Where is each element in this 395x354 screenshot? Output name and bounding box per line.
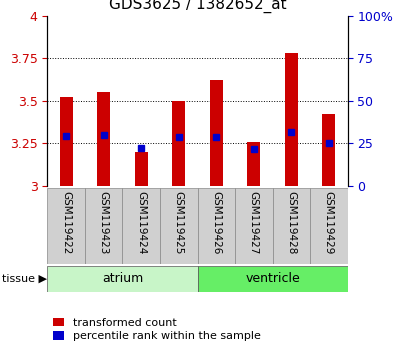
Text: GSM119429: GSM119429 <box>324 192 334 255</box>
Text: atrium: atrium <box>102 272 143 285</box>
Bar <box>97 92 110 186</box>
Bar <box>247 142 260 186</box>
Bar <box>47 188 85 264</box>
Bar <box>198 266 348 292</box>
Legend: transformed count, percentile rank within the sample: transformed count, percentile rank withi… <box>53 318 261 341</box>
Bar <box>322 114 335 186</box>
Title: GDS3625 / 1382652_at: GDS3625 / 1382652_at <box>109 0 286 13</box>
Text: GSM119424: GSM119424 <box>136 192 146 255</box>
Text: GSM119427: GSM119427 <box>249 192 259 255</box>
Bar <box>85 188 122 264</box>
Bar <box>135 152 148 186</box>
Bar <box>310 188 348 264</box>
Bar <box>198 188 235 264</box>
Bar <box>210 80 223 186</box>
Text: ventricle: ventricle <box>245 272 300 285</box>
Bar <box>235 188 273 264</box>
Bar <box>60 97 73 186</box>
Bar <box>285 53 298 186</box>
Text: GSM119422: GSM119422 <box>61 192 71 255</box>
Bar <box>273 188 310 264</box>
Bar <box>122 188 160 264</box>
Bar <box>160 188 198 264</box>
Text: GSM119425: GSM119425 <box>174 192 184 255</box>
Text: GSM119428: GSM119428 <box>286 192 296 255</box>
Text: GSM119423: GSM119423 <box>99 192 109 255</box>
Bar <box>172 101 185 186</box>
Bar <box>47 266 198 292</box>
Text: tissue ▶: tissue ▶ <box>2 274 47 284</box>
Text: GSM119426: GSM119426 <box>211 192 221 255</box>
